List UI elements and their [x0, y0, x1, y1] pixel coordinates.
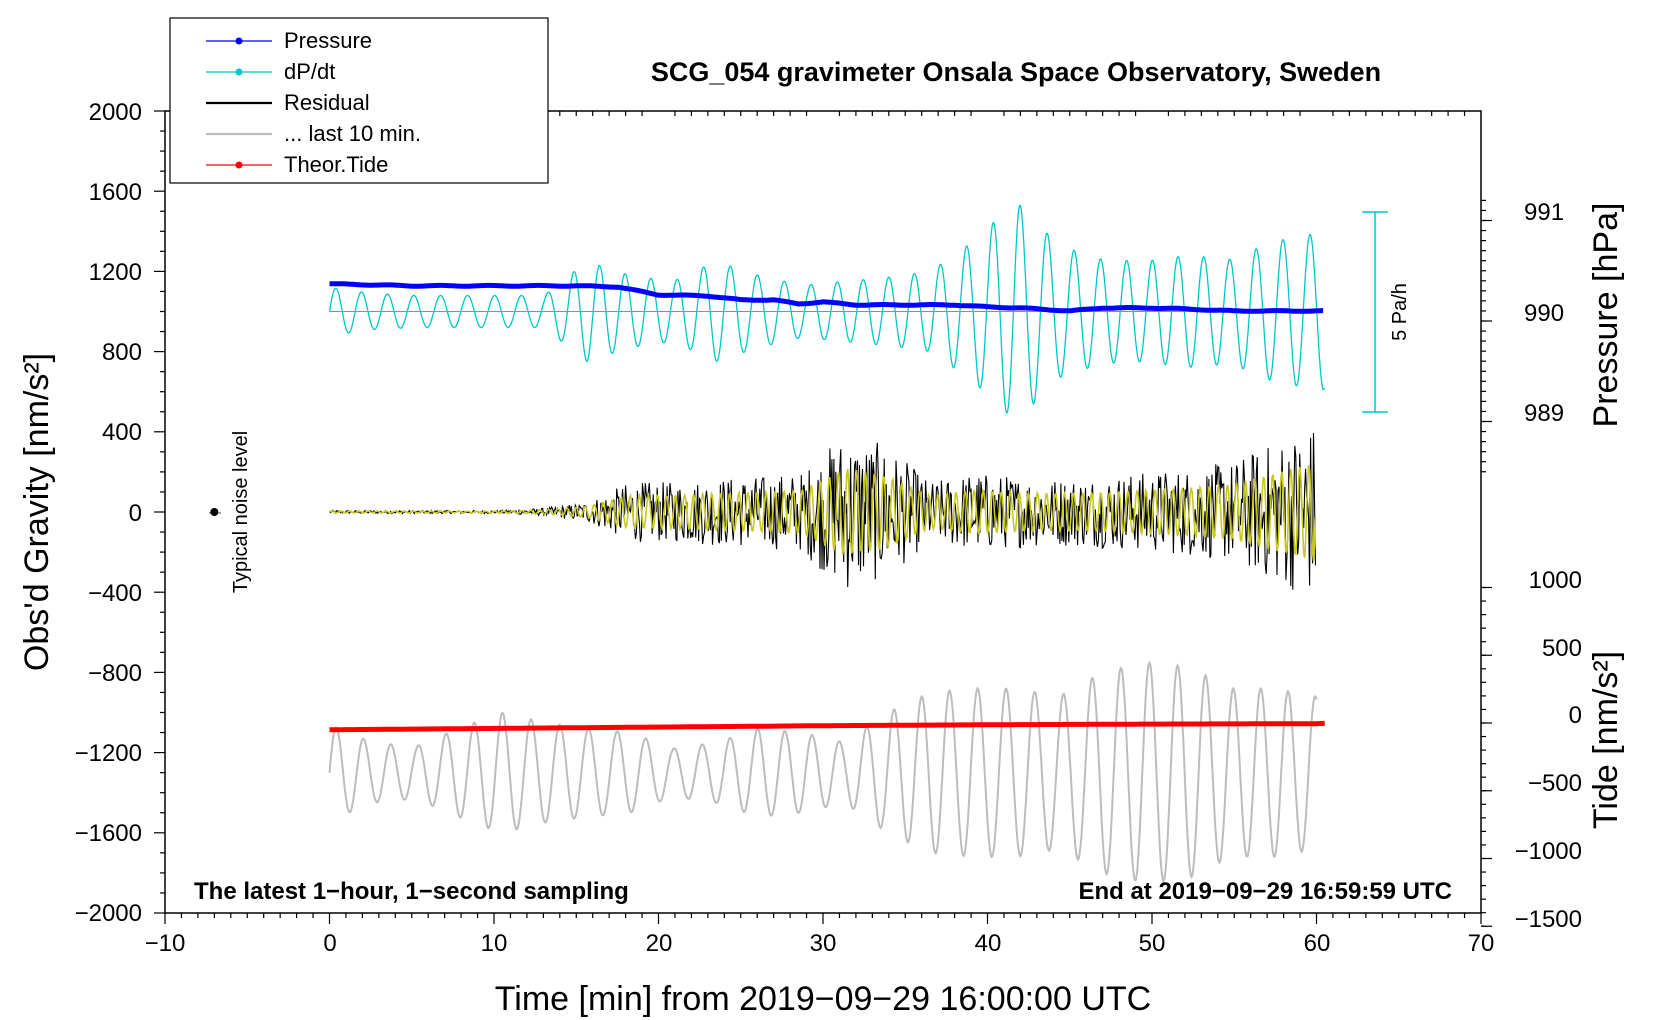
legend-item-residual: Residual: [206, 90, 370, 115]
legend: Pressure dP/dt Residual ... last 10 min.…: [169, 17, 549, 184]
legend-item-pressure: Pressure: [206, 28, 372, 53]
legend-item-last-10-min: ... last 10 min.: [206, 121, 421, 146]
y-tick-label: 2000: [89, 99, 142, 126]
legend-marker: [235, 68, 243, 76]
end-time-note: End at 2019−09−29 16:59:59 UTC: [1078, 878, 1452, 905]
x-tick-label: 70: [1468, 930, 1495, 957]
series-residual-filtered-line: [329, 465, 1317, 561]
pressure-tick-label: 991: [1524, 199, 1564, 226]
legend-marker: [235, 161, 243, 169]
y-axis-title-left: Obs'd Gravity [nm/s²]: [18, 353, 56, 671]
x-tick-labels: −10 0 10 20 30 40 50 60 70: [145, 930, 1495, 957]
legend-box: [169, 17, 549, 184]
y-tick-label: −2000: [75, 900, 142, 927]
tide-tick-label: −500: [1528, 770, 1582, 797]
y-axis-title-tide: Tide [nm/s²]: [1587, 651, 1625, 829]
tide-tick-label: 1000: [1529, 567, 1582, 594]
x-tick-label: 30: [810, 930, 837, 957]
legend-label: Pressure: [284, 28, 372, 53]
scale-bar-label: 5 Pa/h: [1389, 283, 1411, 341]
y-tick-label: 1600: [89, 179, 142, 206]
y-tick-label: 800: [102, 339, 142, 366]
tide-tick-label: 500: [1542, 635, 1582, 662]
tide-tick-label: 0: [1569, 702, 1582, 729]
y-tick-label: −1600: [75, 820, 142, 847]
x-tick-label: 0: [323, 930, 336, 957]
chart-title: SCG_054 gravimeter Onsala Space Observat…: [651, 57, 1381, 87]
pressure-tick-labels: 991 990 989: [1524, 199, 1564, 427]
x-tick-label: 40: [975, 930, 1002, 957]
legend-item-dpdt: dP/dt: [206, 59, 335, 84]
x-tick-label: −10: [145, 930, 186, 957]
x-tick-label: 60: [1304, 930, 1331, 957]
x-axis-title: Time [min] from 2019−09−29 16:00:00 UTC: [495, 980, 1151, 1018]
tide-tick-labels: 1000 500 0 −500 −1000 −1500: [1515, 567, 1582, 933]
legend-marker: [235, 37, 243, 45]
pressure-tick-label: 990: [1524, 300, 1564, 327]
tide-tick-label: −1000: [1515, 838, 1582, 865]
x-tick-label: 20: [646, 930, 673, 957]
y-axis-title-pressure: Pressure [hPa]: [1587, 203, 1625, 428]
sampling-note: The latest 1−hour, 1−second sampling: [194, 878, 629, 905]
y-tick-label: 1200: [89, 259, 142, 286]
noise-dot: [210, 508, 219, 516]
y-tick-label: −1200: [75, 740, 142, 767]
pressure-tick-label: 989: [1524, 400, 1564, 427]
legend-label: dP/dt: [284, 59, 335, 84]
y-tick-label: −400: [88, 580, 142, 607]
series-tide-line: [329, 720, 1325, 733]
y-tick-labels-left: 2000 1600 1200 800 400 0 −400 −800 −1200…: [75, 99, 142, 927]
series-last-10-min-line: [328, 660, 1318, 884]
series-pressure-line: [329, 281, 1324, 314]
legend-label: Residual: [284, 90, 370, 115]
legend-label: ... last 10 min.: [284, 121, 421, 146]
dpdt-scale-bar: 5 Pa/h: [1362, 211, 1411, 413]
legend-item-theor-tide: Theor.Tide: [206, 152, 388, 177]
y-tick-label: 400: [102, 419, 142, 446]
noise-label: Typical noise level: [230, 431, 252, 593]
legend-label: Theor.Tide: [284, 152, 388, 177]
y-tick-label: 0: [129, 500, 142, 527]
tide-tick-label: −1500: [1515, 906, 1582, 933]
x-tick-label: 10: [481, 930, 508, 957]
y-tick-label: −800: [88, 660, 142, 687]
noise-level-marker: Typical noise level: [209, 431, 252, 593]
x-tick-label: 50: [1139, 930, 1166, 957]
